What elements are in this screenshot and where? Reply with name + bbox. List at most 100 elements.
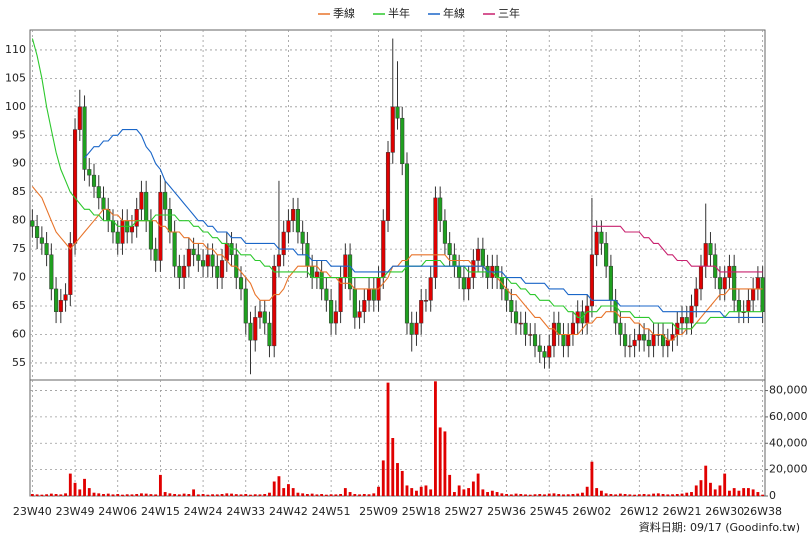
volume-bar xyxy=(410,488,414,496)
candle-body xyxy=(423,300,429,302)
candle-body xyxy=(82,106,87,170)
volume-bar xyxy=(372,493,376,496)
candle-body xyxy=(561,334,566,347)
candle-body xyxy=(139,191,144,210)
volume-bar xyxy=(30,494,34,496)
volume-bar xyxy=(438,427,442,496)
volume-bar xyxy=(215,494,219,496)
volume-bar xyxy=(324,494,328,496)
volume-bar xyxy=(121,494,124,496)
volume-bar xyxy=(343,488,347,496)
y-tick-label: 90 xyxy=(12,157,26,170)
volume-bar xyxy=(54,494,58,496)
volume-bar xyxy=(268,492,271,496)
candle-body xyxy=(44,243,49,256)
volume-tick-label: 20,000 xyxy=(769,463,808,476)
volume-bar xyxy=(675,494,679,496)
volume-bar xyxy=(196,494,200,496)
candle-body xyxy=(698,265,704,290)
candle-body xyxy=(589,254,594,307)
volume-tick-label: 40,000 xyxy=(769,436,808,449)
volume-bar xyxy=(144,493,148,496)
volume-bar xyxy=(685,492,689,496)
volume-bar xyxy=(581,492,584,496)
candle-body xyxy=(366,288,372,301)
candle-body xyxy=(608,265,613,301)
candle-body xyxy=(172,231,177,267)
volume-bar xyxy=(514,493,518,496)
volume-bar xyxy=(381,460,385,496)
volume-bar xyxy=(49,493,53,496)
volume-bar xyxy=(201,494,205,496)
candle-body xyxy=(238,277,244,290)
candle-body xyxy=(153,248,158,261)
candle-body xyxy=(177,265,182,278)
candle-body xyxy=(35,226,40,238)
volume-bar xyxy=(187,494,191,496)
volume-bar xyxy=(182,493,186,496)
volume-bar xyxy=(557,494,561,496)
candle-body xyxy=(148,220,153,250)
volume-bar xyxy=(130,494,134,496)
volume-bar xyxy=(377,486,380,496)
volume-bar xyxy=(396,463,399,496)
volume-bar xyxy=(424,485,428,496)
volume-bar xyxy=(509,494,513,496)
y-tick-label: 95 xyxy=(12,128,26,141)
x-tick-label: 25W45 xyxy=(530,505,569,518)
candle-body xyxy=(333,311,338,324)
candle-body xyxy=(461,277,466,290)
volume-bar xyxy=(111,494,115,496)
candle-body xyxy=(101,197,106,210)
volume-bar xyxy=(751,489,755,496)
candle-body xyxy=(551,322,557,347)
candle-body xyxy=(248,322,253,341)
x-tick-label: 23W40 xyxy=(13,505,52,518)
candle-body xyxy=(58,300,63,312)
candle-body xyxy=(623,334,628,347)
volume-bar xyxy=(429,489,433,496)
volume-bar xyxy=(495,492,499,496)
candle-body xyxy=(409,322,414,335)
volume-bar xyxy=(73,482,77,496)
volume-bar xyxy=(647,494,651,496)
candle-body xyxy=(205,254,210,267)
volume-bar xyxy=(106,493,110,496)
candle-body xyxy=(594,231,599,256)
candle-body xyxy=(281,231,286,256)
volume-bar xyxy=(305,494,309,496)
volume-bar xyxy=(642,494,646,496)
candle-body xyxy=(324,288,329,301)
candle-body xyxy=(371,288,376,301)
candle-body xyxy=(419,300,424,324)
candle-body xyxy=(68,243,73,295)
volume-tick-label: 80,000 xyxy=(769,384,808,397)
candle-body xyxy=(49,254,54,290)
candle-body xyxy=(314,271,319,278)
x-tick-label: 24W06 xyxy=(98,505,137,518)
volume-bar xyxy=(566,494,570,496)
y-tick-label: 70 xyxy=(12,271,26,284)
candle-body xyxy=(513,311,519,324)
candle-body xyxy=(30,220,35,227)
volume-bar xyxy=(709,482,712,496)
candle-body xyxy=(191,248,196,256)
volume-bar xyxy=(287,484,290,496)
volume-bar xyxy=(301,493,305,496)
candle-body xyxy=(447,243,452,256)
volume-bar xyxy=(761,494,765,496)
volume-bar xyxy=(718,485,722,496)
volume-bar xyxy=(524,494,527,496)
candle-body xyxy=(87,169,92,176)
candle-body xyxy=(732,265,737,301)
candle-body xyxy=(746,300,751,312)
candle-body xyxy=(679,317,685,324)
volume-bar xyxy=(154,494,158,496)
volume-bar xyxy=(623,494,627,496)
volume-bar xyxy=(64,493,67,496)
volume-bar xyxy=(206,494,210,496)
candle-body xyxy=(476,248,481,261)
volume-bar xyxy=(543,494,546,496)
candle-body xyxy=(362,300,367,312)
candle-body xyxy=(257,311,263,318)
